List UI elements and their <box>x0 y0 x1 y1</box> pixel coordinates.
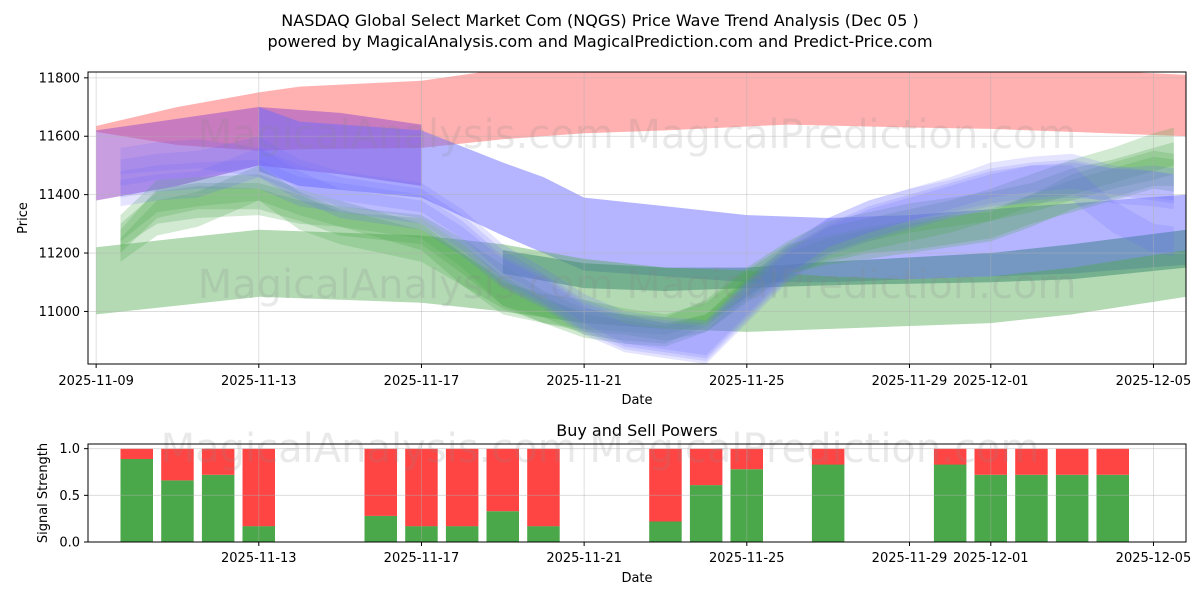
watermark-text: MagicalAnalysis.com MagicalPrediction.co… <box>198 262 1077 308</box>
wave-band-4 <box>502 229 1186 291</box>
sell-bar <box>811 448 845 465</box>
y-tick-label: 11000 <box>39 305 80 320</box>
watermarks: MagicalAnalysis.com MagicalPrediction.co… <box>198 112 1077 308</box>
wave-bands <box>96 72 1186 364</box>
x-tick-label: 2025-12-05 <box>1116 551 1192 566</box>
buy-sell-chart: Buy and Sell Powers MagicalAnalysis.com … <box>36 421 1191 586</box>
wave-band-10 <box>120 139 1174 359</box>
x-axis-label: Date <box>621 571 652 586</box>
buy-bar <box>933 464 967 542</box>
sell-bar <box>1015 448 1048 475</box>
buy-bar <box>527 526 560 542</box>
buy-bar <box>161 480 194 542</box>
buy-sell-title: Buy and Sell Powers <box>556 421 718 440</box>
sell-bar <box>933 448 967 465</box>
x-tick-label: 2025-11-25 <box>709 551 785 566</box>
buy-sell-bars <box>120 448 1129 542</box>
x-tick-label: 2025-11-13 <box>221 374 297 389</box>
buy-bar <box>1015 474 1048 542</box>
x-tick-label: 2025-11-17 <box>384 551 460 566</box>
sell-bar <box>1096 448 1129 475</box>
buy-bar <box>649 521 682 542</box>
y-tick-label: 11400 <box>39 188 80 203</box>
sell-bar <box>649 448 682 522</box>
watermark-text: MagicalAnalysis.com MagicalPrediction.co… <box>198 112 1077 158</box>
y-axis-label: Signal Strength <box>36 443 51 543</box>
x-tick-label: 2025-11-21 <box>546 551 622 566</box>
x-axis-ticks: 2025-11-09 2025-11-13 2025-11-17 2025-11-21… <box>58 364 1191 389</box>
price-chart: MagicalAnalysis.com MagicalPrediction.co… <box>16 71 1191 408</box>
x-tick-label: 2025-12-05 <box>1116 374 1192 389</box>
y-tick-label: 0.5 <box>59 489 80 504</box>
y-tick-label: 0.0 <box>59 536 80 551</box>
y-axis-label: Price <box>16 202 31 234</box>
buy-bar <box>201 474 235 542</box>
x-axis-label: Date <box>621 393 652 408</box>
x-tick-label: 2025-11-29 <box>872 551 948 566</box>
wave-band-12 <box>120 159 1174 362</box>
y-tick-label: 11600 <box>39 130 80 145</box>
y-tick-label: 11800 <box>39 71 80 86</box>
sell-bar <box>689 448 723 486</box>
sell-bar <box>1055 448 1089 475</box>
chart-title: NASDAQ Global Select Market Com (NQGS) P… <box>281 11 918 30</box>
x-tick-label: 2025-11-17 <box>384 374 460 389</box>
buy-bar <box>486 511 519 542</box>
y-axis-ticks: 11000 11200 11400 11600 11800 <box>39 71 88 320</box>
wave-band-3 <box>258 107 1186 283</box>
buy-bar <box>811 464 845 542</box>
x-tick-label: 2025-11-13 <box>221 551 297 566</box>
buy-bar <box>120 458 153 542</box>
plot-frame <box>87 443 1187 543</box>
sell-bar <box>161 448 194 481</box>
grid <box>88 72 1186 364</box>
x-tick-label: 2025-11-29 <box>872 374 948 389</box>
buy-bar <box>1096 474 1129 542</box>
buy-bar <box>445 526 479 542</box>
sell-bar <box>527 448 560 527</box>
wave-band-8 <box>120 150 1174 335</box>
wave-band-13 <box>120 136 1174 356</box>
x-tick-label: 2025-12-01 <box>953 374 1029 389</box>
sell-bar <box>445 448 479 527</box>
y-tick-label: 1.0 <box>59 442 80 457</box>
plot-frame <box>87 71 1187 365</box>
x-axis-ticks: 2025-11-13 2025-11-17 2025-11-21 2025-11-25… <box>221 542 1191 566</box>
x-tick-label: 2025-11-09 <box>58 374 134 389</box>
sell-bar <box>364 448 397 516</box>
x-tick-label: 2025-11-25 <box>709 374 785 389</box>
sell-bar <box>120 448 153 459</box>
wave-band-11 <box>120 147 1174 364</box>
sell-bar <box>201 448 235 475</box>
buy-bar <box>1055 474 1089 542</box>
x-tick-label: 2025-12-01 <box>953 551 1029 566</box>
buy-bar <box>689 485 723 542</box>
buy-bar <box>364 515 397 542</box>
wave-band-5 <box>96 229 1186 332</box>
sell-bar <box>486 448 519 512</box>
x-tick-label: 2025-11-21 <box>546 374 622 389</box>
chart-subtitle: powered by MagicalAnalysis.com and Magic… <box>267 32 932 51</box>
y-axis-ticks: 0.0 0.5 1.0 <box>59 442 88 551</box>
y-tick-label: 11200 <box>39 247 80 262</box>
